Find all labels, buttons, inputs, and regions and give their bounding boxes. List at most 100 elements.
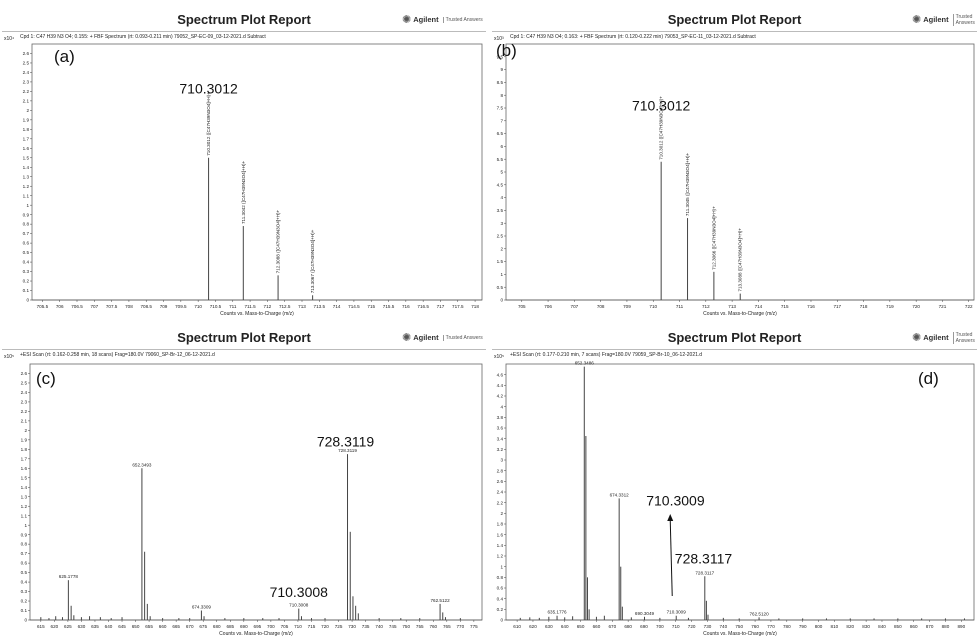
x-tick-label: 706.5 xyxy=(71,304,83,309)
panel-label: (b) xyxy=(496,41,517,60)
y-tick-label: 2.4 xyxy=(21,390,28,395)
y-exponent: x10⁵ xyxy=(4,354,15,360)
y-tick-label: 4.6 xyxy=(497,372,504,377)
y-tick-label: 4.4 xyxy=(497,383,504,388)
x-tick-label: 707 xyxy=(90,304,98,309)
x-tick-label: 635 xyxy=(91,624,99,629)
x-tick-label: 620 xyxy=(529,624,537,629)
y-tick-label: 1.6 xyxy=(497,532,504,537)
x-tick-label: 713.5 xyxy=(314,304,326,309)
y-tick-label: 9.5 xyxy=(497,54,504,59)
y-tick-label: 0.3 xyxy=(23,269,30,274)
peak-callout: 710.3008 xyxy=(270,584,329,600)
brand-tagline: Trusted Answers xyxy=(442,334,483,341)
y-tick-label: 0.1 xyxy=(21,608,28,613)
x-tick-label: 665 xyxy=(172,624,180,629)
x-tick-label: 630 xyxy=(545,624,553,629)
y-tick-label: 0.9 xyxy=(21,532,28,537)
x-tick-label: 708 xyxy=(125,304,133,309)
scan-header: Cpd 1: C47 H39 N3 O4; 0.155: + FBF Spect… xyxy=(20,34,266,40)
y-tick-label: 1 xyxy=(500,272,503,277)
x-tick-label: 710 xyxy=(294,624,302,629)
x-tick-label: 760 xyxy=(751,624,759,629)
x-tick-label: 720 xyxy=(912,304,920,309)
y-tick-label: 6.5 xyxy=(497,131,504,136)
spectrum-plot-b: 0 0.5 1 1.5 2 2.5 3 3.5 4 4.5 5 5.5 6 6.5 7 7.5 8 8.5 9 9.5… xyxy=(496,41,975,317)
y-tick-label: 1 xyxy=(26,203,29,208)
y-tick-label: 4.2 xyxy=(497,394,504,399)
x-tick-label: 775 xyxy=(470,624,478,629)
y-tick-label: 7.5 xyxy=(497,106,504,111)
y-tick-label: 0 xyxy=(24,618,27,623)
brand-name: Agilent xyxy=(923,15,949,24)
y-tick-label: 0.5 xyxy=(21,570,28,575)
y-tick-label: 1.5 xyxy=(497,259,504,264)
y-tick-label: 3.2 xyxy=(497,447,504,452)
x-axis-label: Counts vs. Mass-to-Charge (m/z) xyxy=(219,631,293,637)
agilent-logo: ✺ Agilent Trusted Answers xyxy=(402,13,483,26)
x-tick-label: 730 xyxy=(348,624,356,629)
spectrum-plot-a: 0 0.1 0.2 0.3 0.4 0.5 0.6 0.7 0.8 0.9 1 1.1 1.2 1.3 1.… xyxy=(23,43,483,317)
y-tick-label: 4 xyxy=(500,195,503,200)
y-tick-label: 5.5 xyxy=(497,157,504,162)
peak-callout: 710.3009 xyxy=(646,492,705,508)
y-tick-label: 2.6 xyxy=(21,371,28,376)
y-tick-label: 5 xyxy=(500,170,503,175)
spectrum-panel-b: Spectrum Plot Report ✺ Agilent Trusted A… xyxy=(492,12,977,320)
scan-header: +ESI Scan (rt: 0.162-0.258 min, 18 scans… xyxy=(20,352,215,358)
y-tick-label: 1.2 xyxy=(21,504,28,509)
y-tick-label: 1.2 xyxy=(23,184,30,189)
y-tick-label: 0 xyxy=(500,298,503,303)
x-tick-label: 708 xyxy=(597,304,605,309)
y-tick-label: 1.1 xyxy=(23,193,30,198)
peak-label: 652.3486 xyxy=(575,361,595,366)
y-tick-label: 6 xyxy=(500,144,503,149)
peak-label: 710.3008 xyxy=(289,603,309,608)
y-tick-label: 8 xyxy=(500,93,503,98)
y-tick-label: 0 xyxy=(26,298,29,303)
y-tick-label: 3 xyxy=(500,458,503,463)
brand-name: Agilent xyxy=(923,333,949,342)
peak-callout: 728.3117 xyxy=(675,550,733,566)
y-tick-label: 2.5 xyxy=(23,61,30,66)
x-tick-label: 615 xyxy=(37,624,45,629)
x-tick-label: 714 xyxy=(755,304,763,309)
x-tick-label: 730 xyxy=(704,624,712,629)
y-tick-label: 1.8 xyxy=(23,127,30,132)
y-tick-label: 2.6 xyxy=(497,479,504,484)
x-tick-label: 706 xyxy=(56,304,64,309)
y-tick-label: 3.6 xyxy=(497,426,504,431)
y-tick-label: 0.4 xyxy=(23,260,30,265)
x-tick-label: 715 xyxy=(308,624,316,629)
x-tick-label: 722 xyxy=(965,304,973,309)
y-tick-label: 1 xyxy=(24,523,27,528)
x-tick-label: 680 xyxy=(624,624,632,629)
x-tick-label: 765 xyxy=(443,624,451,629)
x-tick-label: 655 xyxy=(145,624,153,629)
y-tick-label: 1.9 xyxy=(21,437,28,442)
y-tick-label: 0.9 xyxy=(23,212,30,217)
x-tick-label: 890 xyxy=(957,624,965,629)
y-tick-label: 1.7 xyxy=(21,456,28,461)
y-tick-label: 1.1 xyxy=(21,513,28,518)
y-tick-label: 0.4 xyxy=(21,580,28,585)
x-tick-label: 713 xyxy=(298,304,306,309)
y-tick-label: 7 xyxy=(500,118,503,123)
brand-tagline: Trusted Answers xyxy=(952,331,977,344)
x-tick-label: 711 xyxy=(229,304,237,309)
x-tick-label: 770 xyxy=(767,624,775,629)
x-tick-label: 705.5 xyxy=(37,304,49,309)
x-tick-label: 718 xyxy=(860,304,868,309)
y-tick-label: 2.1 xyxy=(23,98,30,103)
y-exponent: x10³ xyxy=(494,36,504,42)
peak-label: 712.3066 ([C47H39N3O4]+H)+ xyxy=(711,206,716,270)
x-tick-label: 714 xyxy=(333,304,341,309)
x-tick-label: 750 xyxy=(402,624,410,629)
agilent-logo: ✺ Agilent Trusted Answers xyxy=(912,13,977,26)
y-tick-label: 1.8 xyxy=(497,522,504,527)
x-tick-label: 800 xyxy=(815,624,823,629)
x-tick-label: 670 xyxy=(608,624,616,629)
peak-callout: 710.3012 xyxy=(632,98,691,114)
x-tick-label: 709.5 xyxy=(175,304,187,309)
x-tick-label: 690 xyxy=(640,624,648,629)
